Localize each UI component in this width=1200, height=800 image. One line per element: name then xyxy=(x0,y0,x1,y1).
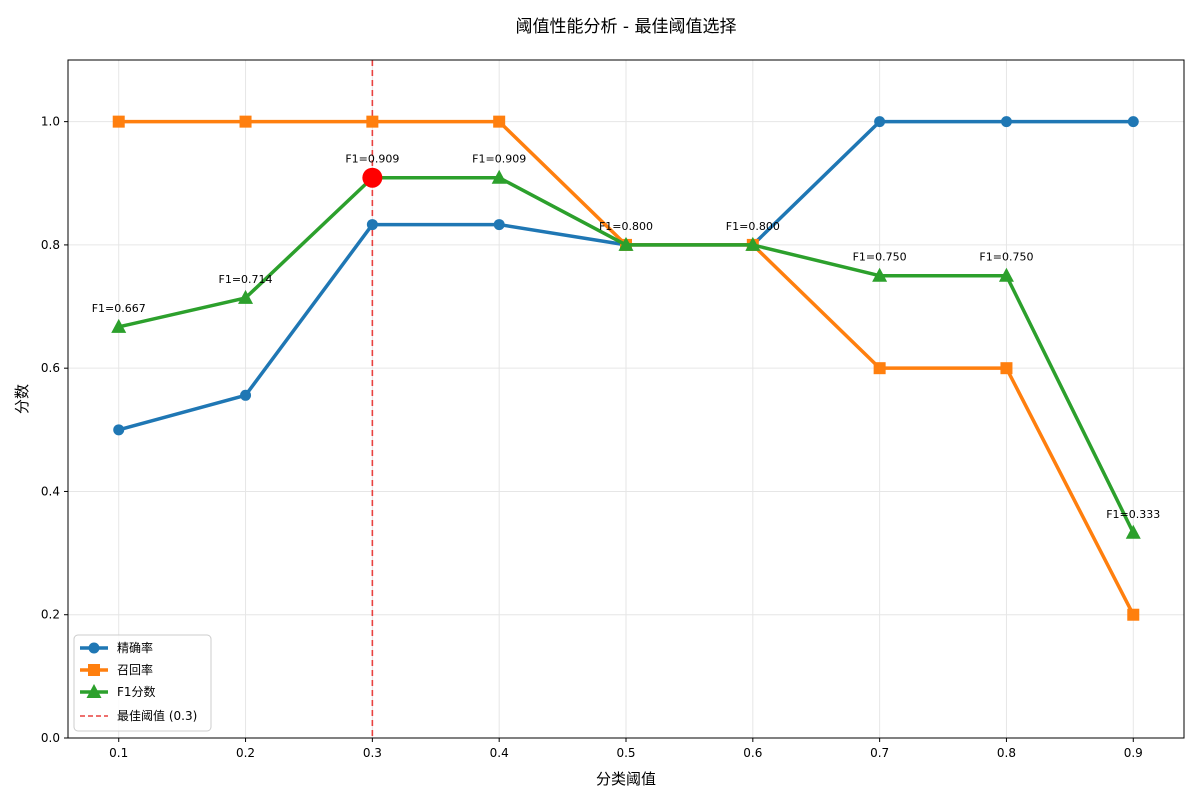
y-axis-label: 分数 xyxy=(13,384,31,414)
y-axis-ticks: 0.0 0.2 0.4 0.6 0.8 1.0 xyxy=(41,115,68,745)
x-tick-label: 0.7 xyxy=(870,746,889,760)
legend-label: 召回率 xyxy=(117,662,153,677)
f1-annotation: F1=0.333 xyxy=(1106,508,1160,521)
legend-swatch-marker xyxy=(88,642,100,654)
x-tick-label: 0.4 xyxy=(490,746,509,760)
f1-annotation: F1=0.750 xyxy=(853,251,907,264)
x-tick-label: 0.3 xyxy=(363,746,382,760)
f1-annotation: F1=0.667 xyxy=(92,302,146,315)
x-tick-label: 0.8 xyxy=(997,746,1016,760)
y-tick-label: 0.6 xyxy=(41,361,60,375)
legend-box xyxy=(73,634,212,732)
data-point xyxy=(366,219,378,231)
data-point xyxy=(1125,524,1141,539)
data-point xyxy=(1000,116,1012,128)
x-tick-label: 0.5 xyxy=(616,746,635,760)
y-tick-label: 1.0 xyxy=(41,115,60,129)
x-axis-ticks: 0.1 0.2 0.3 0.4 0.5 0.6 0.7 0.8 0.9 xyxy=(109,738,1143,760)
series-triangle xyxy=(111,169,1141,539)
data-point xyxy=(112,115,125,128)
chart-title: 阈值性能分析 - 最佳阈值选择 xyxy=(516,17,737,37)
y-tick-label: 0.0 xyxy=(41,731,60,745)
y-tick-label: 0.4 xyxy=(41,484,60,498)
data-point xyxy=(493,115,506,128)
data-point xyxy=(874,116,886,128)
data-point xyxy=(113,424,125,436)
legend-label: 精确率 xyxy=(117,640,153,655)
data-point xyxy=(493,219,505,231)
data-point xyxy=(745,236,761,251)
x-tick-label: 0.9 xyxy=(1124,746,1143,760)
legend-label: 最佳阈值 (0.3) xyxy=(117,708,197,723)
data-point xyxy=(366,115,379,128)
f1-annotation: F1=0.909 xyxy=(345,153,399,166)
data-point xyxy=(1127,608,1140,621)
f1-annotation: F1=0.750 xyxy=(979,251,1033,264)
annotations: F1=0.667 F1=0.714 F1=0.909 F1=0.909 F1=0.800… xyxy=(92,153,1161,521)
data-point xyxy=(618,236,634,251)
legend-swatch-marker xyxy=(86,684,102,698)
data-point xyxy=(240,389,252,401)
legend-swatch-marker xyxy=(88,664,100,676)
data-point xyxy=(238,289,254,304)
data-point xyxy=(239,115,252,128)
data-point xyxy=(1127,116,1139,128)
y-tick-label: 0.8 xyxy=(41,238,60,252)
data-point xyxy=(873,362,886,375)
data-point xyxy=(998,267,1014,282)
data-point xyxy=(1000,362,1013,375)
x-tick-label: 0.6 xyxy=(743,746,762,760)
f1-annotation: F1=0.714 xyxy=(219,273,273,286)
data-point xyxy=(111,318,127,333)
plot-frame xyxy=(67,59,1185,739)
best-point-marker xyxy=(362,167,383,188)
f1-annotation: F1=0.800 xyxy=(726,220,780,233)
data-point xyxy=(872,267,888,282)
f1-annotation: F1=0.909 xyxy=(472,153,526,166)
x-axis-label: 分类阈值 xyxy=(596,770,656,788)
x-tick-label: 0.1 xyxy=(109,746,128,760)
legend-label: F1分数 xyxy=(117,684,156,699)
data-point xyxy=(491,169,507,184)
y-tick-label: 0.2 xyxy=(41,608,60,622)
x-tick-label: 0.2 xyxy=(236,746,255,760)
series-group xyxy=(111,115,1141,621)
f1-annotation: F1=0.800 xyxy=(599,220,653,233)
